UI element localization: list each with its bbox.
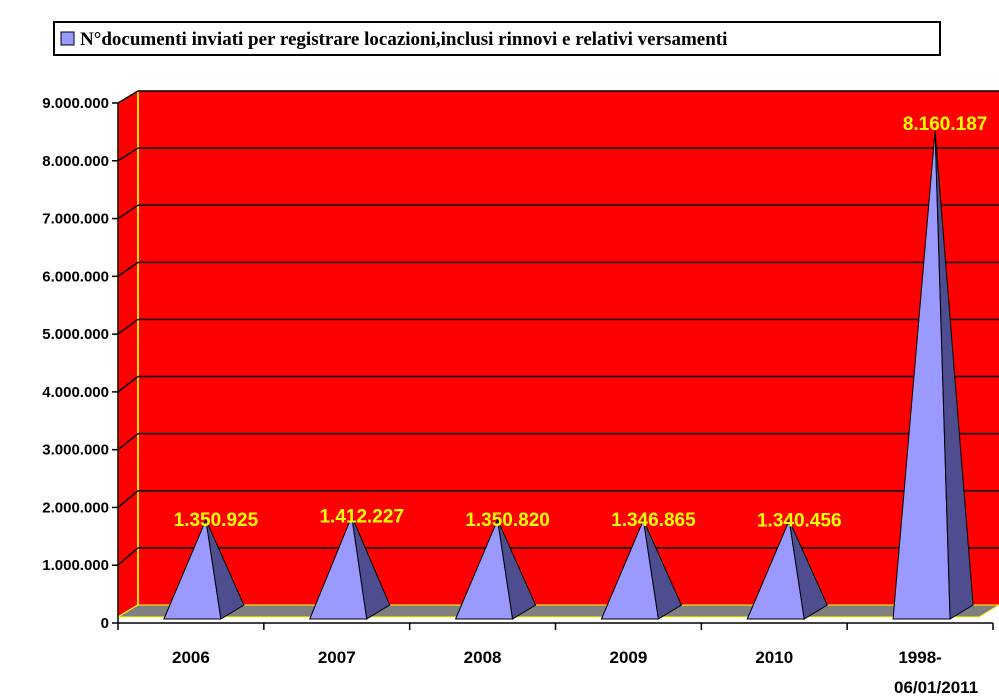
y-tick-label: 2.000.000 [42, 499, 109, 516]
pyramid-side-face [351, 516, 391, 620]
gridline-side [117, 547, 139, 566]
x-tick-label: 1998-06/01/2011 [894, 648, 978, 696]
gridline-side [117, 375, 139, 393]
pyramid-side-face [497, 519, 537, 620]
gridline-side [117, 90, 139, 104]
x-axis: 2006 2007 2008 2009 2010 1998-06/01/2011 [117, 622, 994, 696]
data-labels: 1.350.925 1.412.227 1.350.820 1.346.865 1.34… [174, 114, 988, 531]
y-tick-label: 6.000.000 [42, 268, 109, 285]
y-tick-label: 4.000.000 [42, 384, 109, 401]
gridline-side [117, 261, 139, 277]
legend: N°documenti inviati per registrare locaz… [53, 21, 941, 56]
x-tick-label: 2006 [172, 648, 210, 667]
x-tick-label: 2010 [755, 648, 793, 667]
pyramid-bar [600, 518, 683, 620]
pyramid-bar [163, 518, 245, 620]
legend-swatch [60, 31, 75, 46]
data-label: 1.412.227 [319, 506, 404, 527]
pyramid-side-face [934, 130, 974, 620]
gridline-side [117, 433, 139, 451]
data-label: 8.160.187 [903, 114, 988, 135]
data-label: 1.346.865 [611, 510, 696, 531]
plot-side-wall [117, 89, 139, 619]
data-label: 1.350.820 [465, 510, 550, 531]
gridline-side [117, 318, 139, 335]
pyramid-side-face [205, 519, 245, 620]
gridline-side [117, 490, 139, 509]
pyramid-side-face [788, 520, 828, 620]
pyramid-bar [454, 518, 537, 620]
y-tick-label: 7.000.000 [42, 211, 109, 228]
x-tick-label: 2008 [464, 648, 502, 667]
y-tick-label: 5.000.000 [42, 326, 109, 343]
gridline-side [117, 147, 139, 162]
x-tick-label: 2007 [318, 648, 356, 667]
data-label: 1.340.456 [757, 510, 842, 531]
gridlines [117, 90, 999, 566]
legend-box [53, 21, 941, 56]
plot-back-wall [138, 91, 999, 605]
y-tick-label: 3.000.000 [42, 442, 109, 459]
gridline-side [117, 204, 139, 220]
bars [163, 130, 974, 620]
pyramid-bar [746, 518, 828, 620]
y-tick-label: 1.000.000 [42, 557, 109, 574]
x-tick-label: 2009 [610, 648, 648, 667]
pyramid-bar [892, 130, 974, 620]
pyramid-side-face [642, 519, 683, 620]
legend-series-label: N°documenti inviati per registrare locaz… [80, 29, 727, 50]
data-label: 1.350.925 [174, 510, 259, 531]
y-axis: 0 1.000.000 2.000.000 3.000.000 4.000.000 5.0… [42, 95, 119, 632]
y-tick-label: 8.000.000 [42, 153, 109, 170]
y-tick-label: 9.000.000 [42, 95, 109, 112]
plot-floor [116, 604, 999, 618]
y-tick-label: 0 [101, 615, 109, 632]
pyramid-bar [309, 514, 391, 620]
